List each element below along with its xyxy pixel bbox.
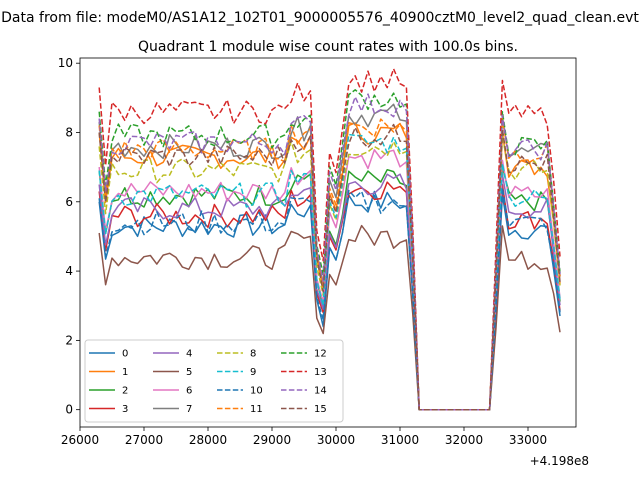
x-tick-label: 29000 <box>253 433 291 447</box>
x-tick-label: 26000 <box>61 433 99 447</box>
svg-text:13: 13 <box>314 367 327 378</box>
legend-entry-15: 15 <box>281 404 327 415</box>
y-tick-label: 6 <box>65 195 73 209</box>
legend-entry-3: 3 <box>89 404 128 415</box>
chart-title: Quadrant 1 module wise count rates with … <box>138 39 518 55</box>
x-axis-offset-label: +4.198e8 <box>530 454 589 468</box>
svg-text:14: 14 <box>314 386 327 397</box>
svg-text:3: 3 <box>122 404 128 415</box>
legend-entry-5: 5 <box>153 367 192 378</box>
y-tick-label: 0 <box>65 403 73 417</box>
svg-text:2: 2 <box>122 386 128 397</box>
y-tick-label: 4 <box>65 264 73 278</box>
legend-entry-0: 0 <box>89 349 128 360</box>
legend-entry-2: 2 <box>89 386 128 397</box>
svg-text:10: 10 <box>250 386 263 397</box>
legend-entry-4: 4 <box>153 349 192 360</box>
legend-entry-12: 12 <box>281 349 327 360</box>
svg-text:8: 8 <box>250 349 256 360</box>
svg-text:5: 5 <box>186 367 192 378</box>
x-tick-label: 33000 <box>509 433 547 447</box>
series-line-13 <box>98 68 561 411</box>
svg-text:4: 4 <box>186 349 192 360</box>
axes-frame <box>79 57 577 428</box>
svg-text:1: 1 <box>122 367 128 378</box>
x-tick-label: 28000 <box>189 433 227 447</box>
legend-entry-6: 6 <box>153 386 192 397</box>
svg-text:0: 0 <box>122 349 128 360</box>
svg-text:9: 9 <box>250 367 256 378</box>
x-tick-label: 30000 <box>317 433 355 447</box>
svg-text:15: 15 <box>314 404 327 415</box>
series-line-15 <box>98 123 561 411</box>
y-tick-label: 10 <box>58 56 73 70</box>
svg-text:7: 7 <box>186 404 192 415</box>
svg-text:6: 6 <box>186 386 192 397</box>
x-tick-label: 32000 <box>445 433 483 447</box>
legend-entry-10: 10 <box>217 386 263 397</box>
legend-entry-8: 8 <box>217 349 256 360</box>
axes: 26000 27000 28000 29000 30000 31000 32000 33000… <box>58 56 577 447</box>
svg-text:12: 12 <box>314 349 327 360</box>
legend-entry-9: 9 <box>217 367 256 378</box>
y-tick-label: 2 <box>65 333 73 347</box>
x-tick-label: 31000 <box>381 433 419 447</box>
x-tick-label: 27000 <box>125 433 163 447</box>
svg-text:11: 11 <box>250 404 263 415</box>
legend-entry-11: 11 <box>217 404 263 415</box>
series-line-9 <box>98 133 561 411</box>
legend-entry-7: 7 <box>153 404 192 415</box>
legend-entry-13: 13 <box>281 367 327 378</box>
y-tick-label: 8 <box>65 125 73 139</box>
figure-suptitle: Data from file: modeM0/AS1A12_102T01_900… <box>1 10 639 26</box>
legend-entry-14: 14 <box>281 386 327 397</box>
plot-area <box>98 68 561 411</box>
legend-box <box>84 339 344 423</box>
legend-entry-1: 1 <box>89 367 128 378</box>
